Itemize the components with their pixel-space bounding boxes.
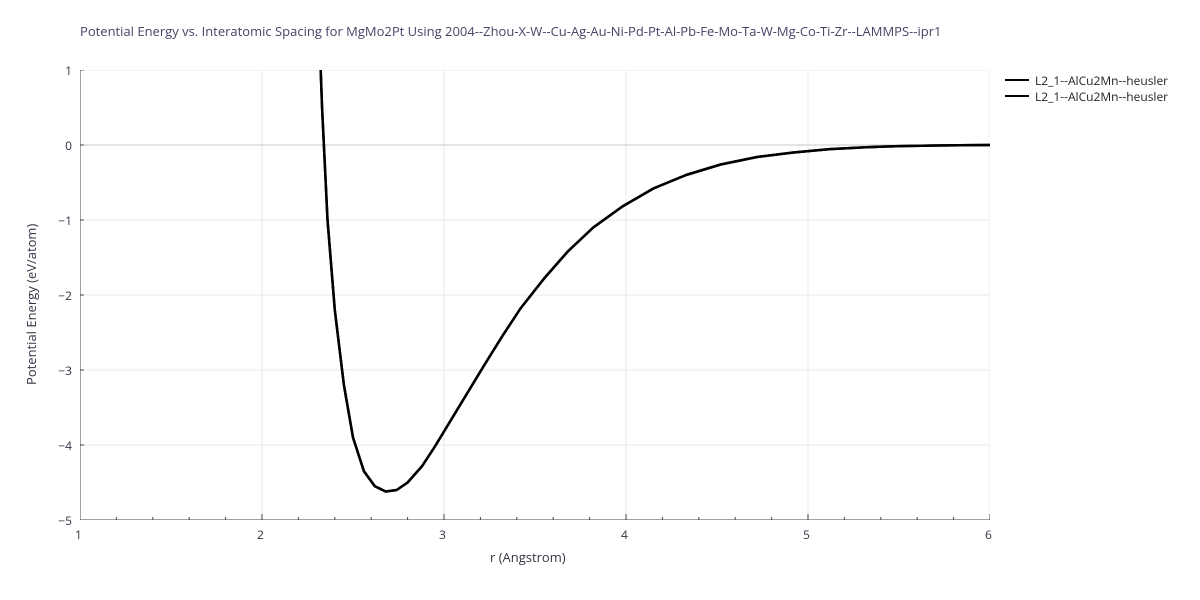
series-line	[308, 70, 991, 492]
legend-label: L2_1--AlCu2Mn--heusler	[1035, 72, 1168, 89]
series-line	[308, 70, 991, 492]
legend-item[interactable]: L2_1--AlCu2Mn--heusler	[1005, 72, 1168, 88]
x-tick-label: 1	[75, 526, 82, 543]
y-tick-label: −5	[58, 512, 72, 529]
x-tick-label: 2	[257, 526, 264, 543]
legend-label: L2_1--AlCu2Mn--heusler	[1035, 88, 1168, 105]
y-tick-label: −1	[58, 212, 72, 229]
y-tick-label: −3	[58, 362, 72, 379]
plot-area	[80, 70, 990, 520]
chart-title: Potential Energy vs. Interatomic Spacing…	[60, 22, 1140, 40]
chart-container: Potential Energy vs. Interatomic Spacing…	[0, 0, 1200, 600]
legend-swatch	[1005, 95, 1029, 97]
plot-svg	[80, 70, 990, 520]
legend: L2_1--AlCu2Mn--heuslerL2_1--AlCu2Mn--heu…	[1005, 72, 1168, 104]
y-tick-label: −4	[58, 437, 72, 454]
x-tick-label: 5	[803, 526, 810, 543]
x-tick-label: 6	[985, 526, 992, 543]
legend-swatch	[1005, 79, 1029, 81]
y-tick-label: −2	[58, 287, 72, 304]
x-tick-label: 3	[439, 526, 446, 543]
y-tick-label: 1	[65, 62, 72, 79]
legend-item[interactable]: L2_1--AlCu2Mn--heusler	[1005, 88, 1168, 104]
y-tick-label: 0	[65, 137, 72, 154]
x-axis-label: r (Angstrom)	[490, 548, 566, 566]
x-tick-label: 4	[621, 526, 628, 543]
y-axis-label: Potential Energy (eV/atom)	[22, 224, 40, 385]
